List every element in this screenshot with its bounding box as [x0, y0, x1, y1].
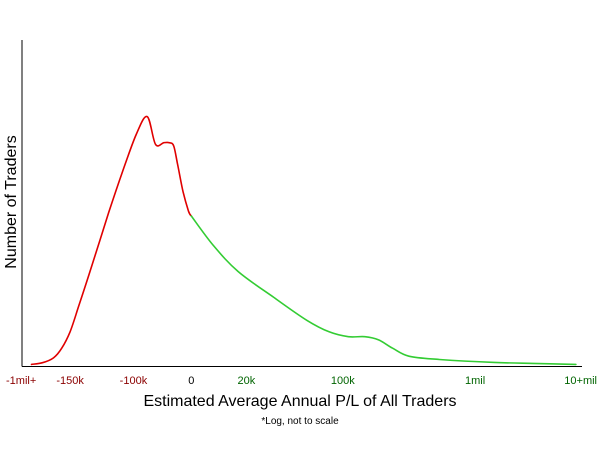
x-tick-label: 10+mil — [564, 375, 597, 387]
x-tick-label: -150k — [56, 375, 84, 387]
x-tick-label: -100k — [120, 375, 148, 387]
x-tick-label: 0 — [188, 375, 194, 387]
series-lines — [30, 115, 577, 366]
x-tick-label: -1mil+ — [6, 375, 36, 387]
x-tick-labels: -1mil+ -150k -100k 0 20k 100k 1mil 10+mil — [6, 375, 597, 387]
x-axis-title: Estimated Average Annual P/L of All Trad… — [143, 393, 456, 410]
axes — [21, 40, 582, 367]
x-tick-label: 20k — [238, 375, 256, 387]
x-axis-note: *Log, not to scale — [261, 416, 339, 427]
loss-series-line — [30, 115, 193, 366]
x-tick-label: 100k — [331, 375, 355, 387]
y-axis-title: Number of Traders — [3, 135, 20, 268]
x-tick-label: 1mil — [465, 375, 485, 387]
profit-series-line — [190, 215, 577, 366]
